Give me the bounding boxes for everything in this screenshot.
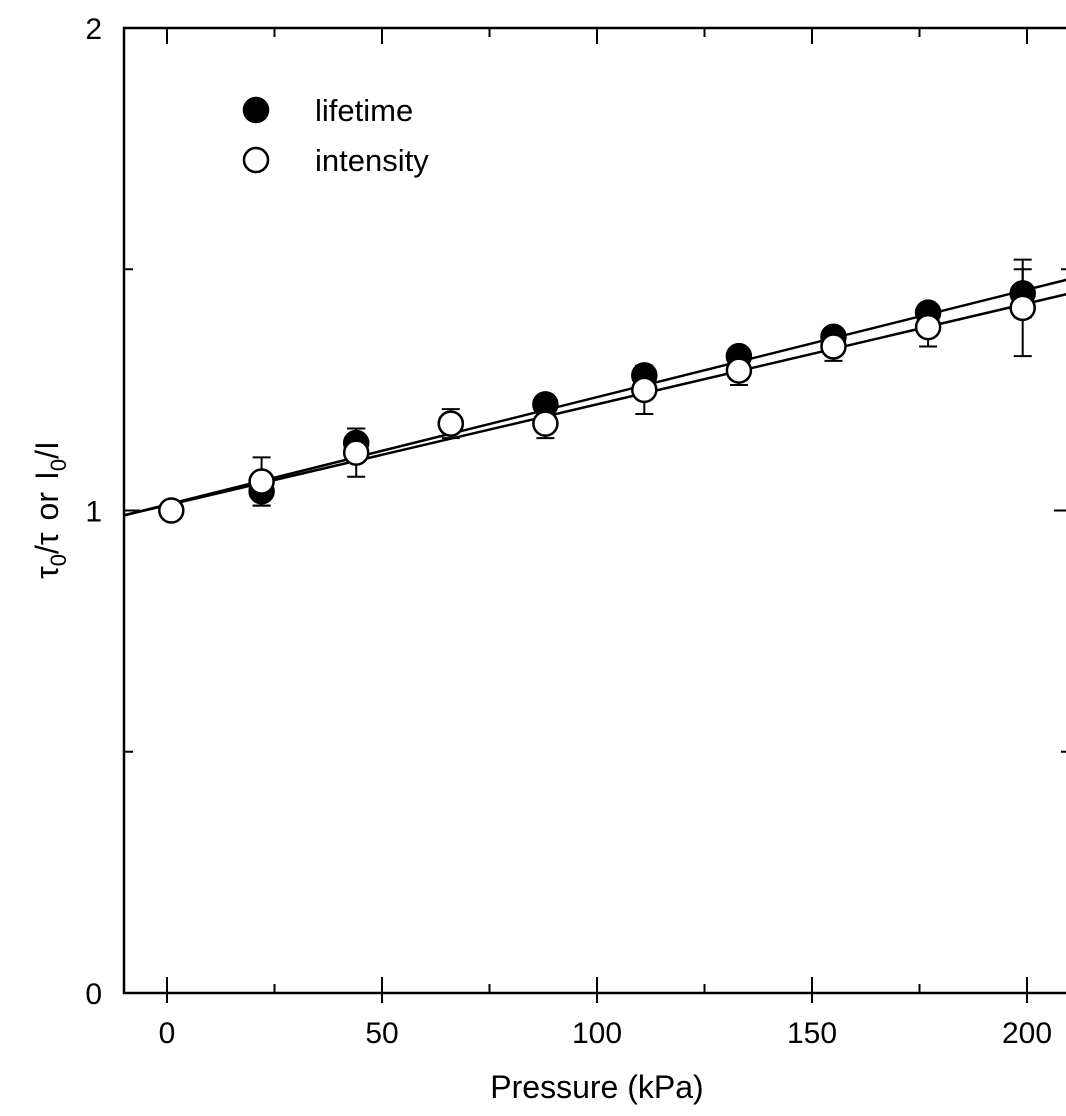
point-intensity (725, 357, 753, 384)
y-axis-title-I-subscript: 0 (46, 459, 71, 471)
y-axis-title-or: or (29, 492, 65, 521)
ticks-layer: 0 50 100 150 200 0 1 2 (85, 13, 1066, 1050)
point-intensity (631, 376, 658, 404)
point-intensity (158, 497, 185, 524)
point-intensity (342, 439, 370, 466)
x-tick-label: 100 (572, 1017, 622, 1050)
y-axis-title: τ0/τorI0/I (29, 441, 71, 579)
y-axis-title-slash-tau: /τ (29, 532, 65, 554)
x-axis-title: Pressure (kPa) (490, 1069, 703, 1105)
legend-label-intensity: intensity (315, 143, 429, 178)
legend-marker-intensity (242, 146, 270, 174)
x-tick-label: 0 (159, 1017, 176, 1050)
legend-label-lifetime: lifetime (315, 93, 413, 128)
x-tick-label: 150 (787, 1017, 837, 1050)
y-axis-title-tau: τ (29, 566, 65, 579)
point-intensity (532, 410, 559, 437)
point-intensity (248, 468, 275, 495)
point-intensity (437, 410, 465, 437)
fit-line-intensity (123, 293, 1066, 517)
point-intensity (820, 333, 847, 360)
legend: lifetime intensity (242, 93, 429, 178)
point-intensity (914, 313, 942, 341)
fit-lines (123, 278, 1066, 517)
y-axis-title-tau-subscript: 0 (46, 554, 71, 566)
x-tick-label: 200 (1002, 1017, 1052, 1050)
legend-marker-lifetime (242, 96, 270, 124)
data-points (158, 280, 1036, 524)
fit-line-lifetime (123, 278, 1066, 517)
y-tick-label: 2 (85, 13, 102, 46)
x-tick-label: 50 (365, 1017, 398, 1050)
y-tick-label: 1 (85, 496, 102, 529)
y-tick-label: 0 (85, 978, 102, 1011)
y-axis-title-slash-I: /I (29, 441, 65, 459)
plot-frame (122, 26, 1066, 995)
y-axis-title-I: I (29, 471, 65, 480)
point-intensity (1009, 294, 1036, 322)
